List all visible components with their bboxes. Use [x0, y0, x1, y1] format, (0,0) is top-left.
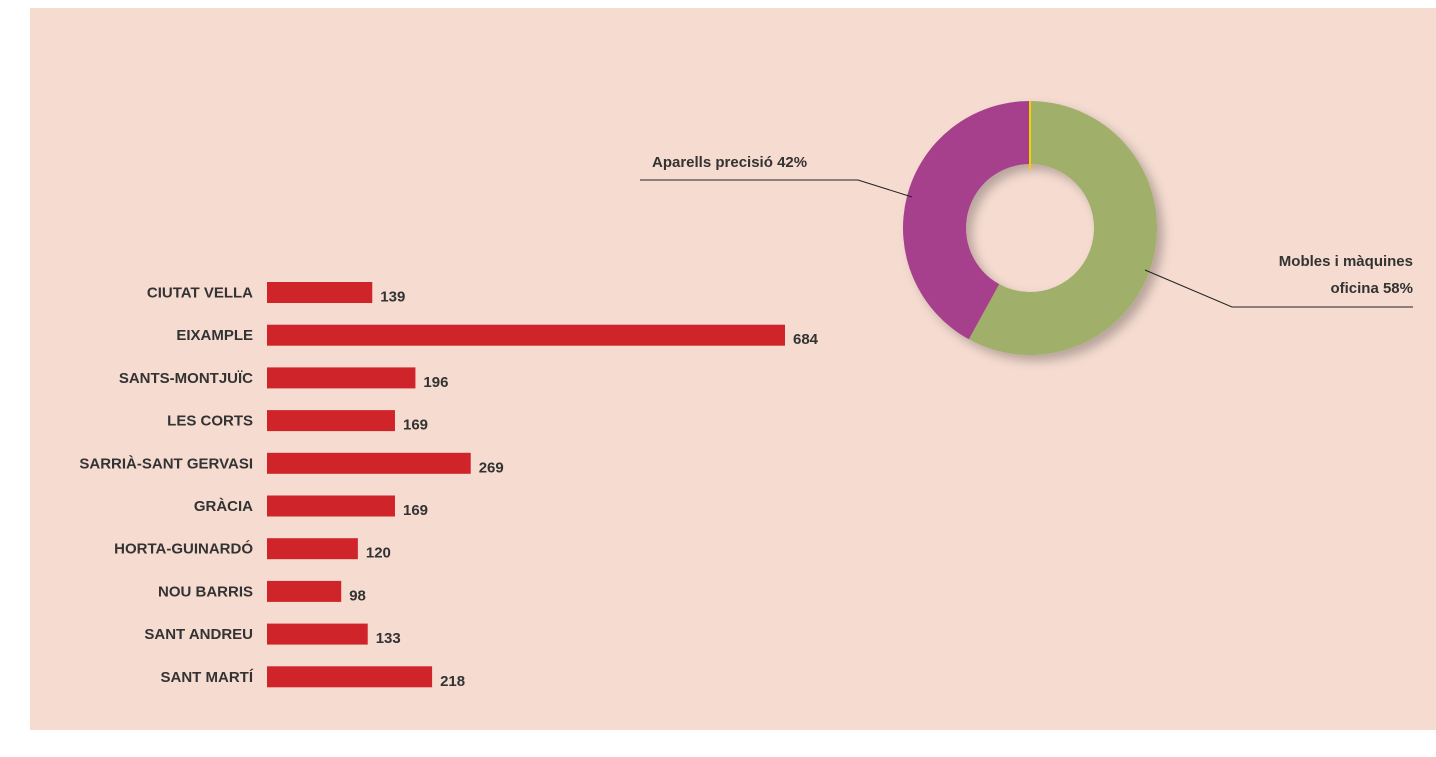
- pie-category: Aparells precisió: [652, 154, 773, 171]
- pie-value: 58%: [1382, 280, 1413, 297]
- leader-line: [640, 179, 913, 198]
- category-label: SANTS-MONTJUÏC: [119, 370, 253, 387]
- value-label: 139: [380, 288, 405, 305]
- category-label: LES CORTS: [167, 413, 253, 430]
- value-label: 684: [793, 331, 819, 348]
- bar: [267, 282, 373, 303]
- value-label: 196: [423, 374, 448, 391]
- pie-label: Aparells precisió 42%: [652, 149, 807, 176]
- value-label: 120: [366, 545, 391, 562]
- bar: [267, 452, 471, 474]
- pie-category: Mobles i màquines oficina: [1278, 253, 1413, 297]
- bar: [267, 666, 433, 688]
- category-label: GRÀCIA: [194, 498, 253, 515]
- panel: [30, 8, 1436, 730]
- bar: [267, 580, 342, 602]
- category-label: EIXAMPLE: [176, 327, 253, 344]
- value-label: 269: [479, 459, 504, 476]
- pie-value: 42%: [777, 154, 808, 171]
- bar-chart: CIUTAT VELLA 139 EIXAMPLE 684 SANTS-MONTJUÏC…: [79, 282, 819, 690]
- bar: [267, 324, 785, 346]
- category-label: SARRIÀ-SANT GERVASI: [79, 455, 253, 472]
- bar: [267, 623, 368, 645]
- bar: [267, 495, 395, 517]
- category-label: SANT MARTÍ: [161, 669, 254, 686]
- donut-chart: [903, 101, 1158, 355]
- value-label: 218: [440, 673, 465, 690]
- value-label: 98: [349, 587, 366, 604]
- value-label: 133: [376, 630, 401, 647]
- category-label: CIUTAT VELLA: [147, 284, 253, 301]
- bar: [267, 410, 395, 432]
- category-label: HORTA-GUINARDÓ: [114, 540, 253, 558]
- donut-slice: [968, 101, 1158, 355]
- category-label: SANT ANDREU: [144, 626, 253, 643]
- pie-label: Mobles i màquines oficina 58%: [1233, 248, 1413, 302]
- donut-slice: [903, 101, 1030, 340]
- bar: [267, 538, 358, 560]
- bar: [267, 367, 416, 389]
- category-label: NOU BARRIS: [158, 583, 253, 600]
- value-label: 169: [403, 417, 428, 434]
- leader-line: [1144, 269, 1413, 308]
- value-label: 169: [403, 502, 428, 519]
